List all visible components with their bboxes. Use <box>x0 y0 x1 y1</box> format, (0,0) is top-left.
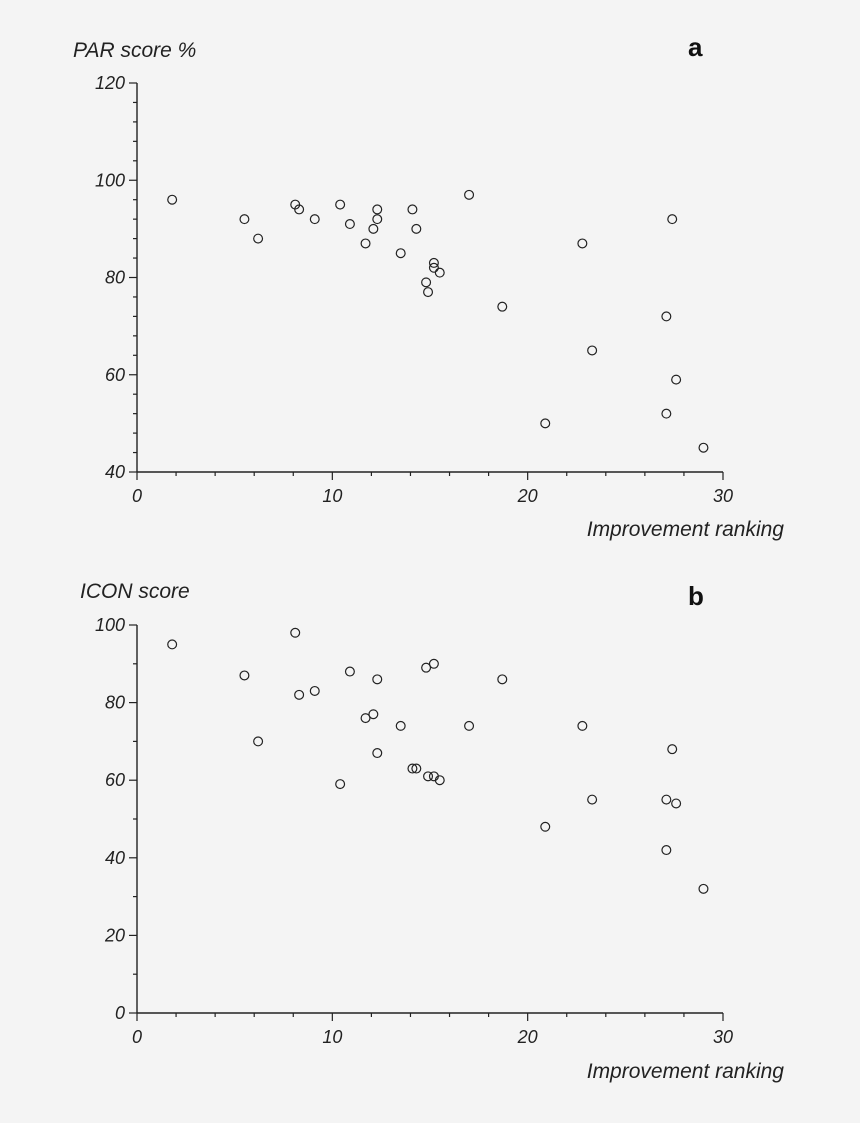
panel-a-data-point <box>661 311 672 322</box>
panel-b-data-point <box>344 666 355 677</box>
panel-b-data-point <box>360 713 371 724</box>
panel-b-y-tick-label: 0 <box>115 1003 125 1023</box>
panel-a-data-point <box>421 277 432 288</box>
panel-b-data-point <box>368 709 379 720</box>
panel-a-data-point <box>407 204 418 215</box>
panel-a-data-point <box>497 301 508 312</box>
panel-a-data-point <box>428 262 439 273</box>
panel-a-data-point <box>698 442 709 453</box>
panel-b-y-tick-label: 20 <box>104 925 125 945</box>
panel-a-data-point <box>167 194 178 205</box>
panel-b-y-tick-label: 100 <box>95 615 125 635</box>
panel-b-data-point <box>411 763 422 774</box>
panel-b-data-point <box>239 670 250 681</box>
panel-a-data-point <box>411 223 422 234</box>
panel-a-data-point <box>671 374 682 385</box>
panel-a-par-score: PAR score % a Improvement ranking 40 60 80… <box>73 32 784 541</box>
panel-a-data-point <box>372 214 383 225</box>
panel-a-x-tick-label: 30 <box>713 486 733 506</box>
panel-b-axes: 0 20 40 60 80 100 0 10 20 30 <box>95 615 733 1047</box>
panel-a-data-point <box>344 219 355 230</box>
panel-a-y-tick-label: 120 <box>95 73 125 93</box>
panel-a-points <box>167 189 709 453</box>
panel-a-x-tick-label: 0 <box>132 486 142 506</box>
panel-b-data-point <box>372 674 383 685</box>
panel-a-y-tick-label: 80 <box>105 268 125 288</box>
panel-b-y-axis-title: ICON score <box>80 580 190 603</box>
panel-a-x-axis-title: Improvement ranking <box>587 518 785 541</box>
panel-a-letter: a <box>688 32 703 62</box>
panel-b-x-axis-title: Improvement ranking <box>587 1060 785 1083</box>
panel-a-y-tick-label: 100 <box>95 170 125 190</box>
panel-b-data-point <box>698 883 709 894</box>
panel-a-data-point <box>309 214 320 225</box>
panel-a-data-point <box>294 204 305 215</box>
panel-b-data-point <box>587 794 598 805</box>
panel-a-x-tick-label: 10 <box>322 486 342 506</box>
panel-a-data-point <box>587 345 598 356</box>
panel-a-data-point <box>464 189 475 200</box>
panel-b-data-point <box>540 821 551 832</box>
panel-b-x-tick-label: 0 <box>132 1027 142 1047</box>
panel-b-data-point <box>671 798 682 809</box>
panel-b-y-tick-label: 40 <box>105 848 125 868</box>
panel-a-data-point <box>239 214 250 225</box>
panel-a-data-point <box>428 257 439 268</box>
panel-a-y-axis-title: PAR score % <box>73 39 196 62</box>
panel-a-data-point <box>423 287 434 298</box>
panel-b-y-tick-label: 60 <box>105 770 125 790</box>
panel-a-data-point <box>661 408 672 419</box>
panel-b-data-point <box>395 720 406 731</box>
panel-b-data-point <box>290 627 301 638</box>
panel-b-data-point <box>423 771 434 782</box>
panel-b-data-point <box>253 736 264 747</box>
panel-b-data-point <box>661 845 672 856</box>
panel-a-data-point <box>368 223 379 234</box>
panel-b-letter: b <box>688 581 704 611</box>
panel-b-data-point <box>577 720 588 731</box>
panel-b-data-point <box>309 685 320 696</box>
panel-b-data-point <box>667 744 678 755</box>
panel-a-data-point <box>360 238 371 249</box>
panel-a-y-tick-label: 60 <box>105 365 125 385</box>
panel-a-data-point <box>395 248 406 259</box>
panel-a-x-tick-label: 20 <box>517 486 538 506</box>
panel-b-data-point <box>661 794 672 805</box>
panel-b-data-point <box>372 748 383 759</box>
panel-b-icon-score: ICON score b Improvement ranking 0 20 40 60… <box>80 580 784 1083</box>
panel-a-data-point <box>540 418 551 429</box>
panel-a-y-tick-label: 40 <box>105 462 125 482</box>
panel-b-data-point <box>497 674 508 685</box>
panel-b-data-point <box>294 689 305 700</box>
panel-b-data-point <box>464 720 475 731</box>
panel-b-data-point <box>434 775 445 786</box>
panel-b-x-tick-label: 20 <box>517 1027 538 1047</box>
panel-a-data-point <box>667 214 678 225</box>
panel-a-data-point <box>434 267 445 278</box>
panel-b-points <box>167 627 709 894</box>
panel-a-data-point <box>577 238 588 249</box>
panel-b-x-tick-label: 30 <box>713 1027 733 1047</box>
panel-b-data-point <box>407 763 418 774</box>
panel-a-axes: 40 60 80 100 120 0 10 20 30 <box>95 73 733 506</box>
panel-b-data-point <box>335 779 346 790</box>
panel-b-data-point <box>167 639 178 650</box>
panel-b-data-point <box>421 662 432 673</box>
panel-b-x-tick-label: 10 <box>322 1027 342 1047</box>
panel-b-data-point <box>428 658 439 669</box>
panel-a-data-point <box>253 233 264 244</box>
panel-a-data-point <box>335 199 346 210</box>
panel-b-y-tick-label: 80 <box>105 693 125 713</box>
panel-a-data-point <box>372 204 383 215</box>
